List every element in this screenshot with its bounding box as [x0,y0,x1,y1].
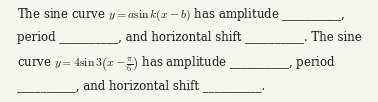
Text: The sine curve $y = a \sin k(x - b)$ has amplitude __________,: The sine curve $y = a \sin k(x - b)$ has… [17,7,345,23]
Text: curve $y = 4 \sin 3\left(x - \frac{\pi}{6}\right)$ has amplitude __________, per: curve $y = 4 \sin 3\left(x - \frac{\pi}{… [17,55,336,74]
Text: __________, and horizontal shift __________.: __________, and horizontal shift _______… [17,79,265,92]
Text: period __________, and horizontal shift __________. The sine: period __________, and horizontal shift … [17,31,362,44]
